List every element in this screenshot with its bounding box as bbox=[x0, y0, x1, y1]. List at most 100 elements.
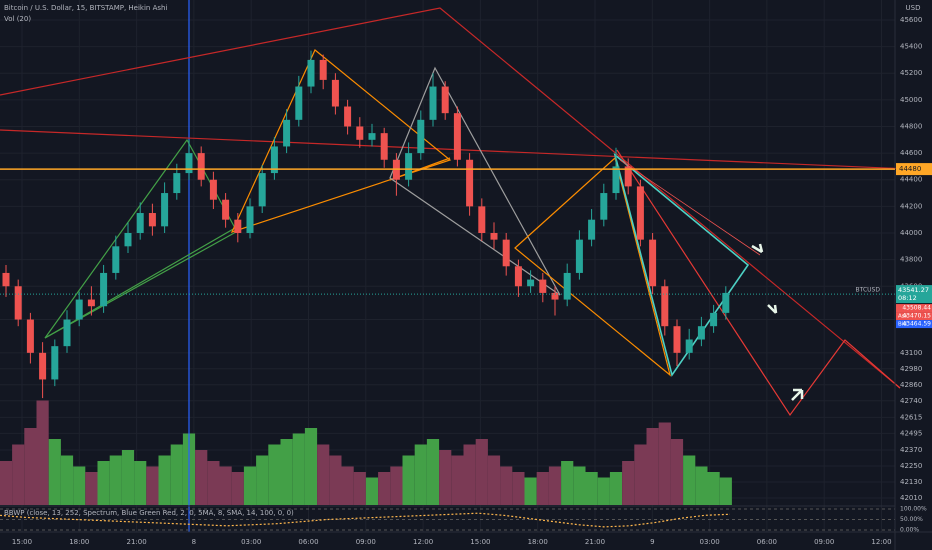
y-tick-label: 44000 bbox=[900, 229, 922, 237]
volume-bar bbox=[256, 455, 269, 505]
candle-body bbox=[697, 326, 705, 340]
candle-body bbox=[551, 292, 559, 300]
triangle bbox=[389, 66, 561, 296]
candle-body bbox=[2, 272, 10, 287]
y-tick-label: 42860 bbox=[900, 381, 922, 389]
y-tick-label: 44600 bbox=[900, 149, 922, 157]
volume-label: Vol (20) bbox=[4, 15, 31, 23]
volume-bar bbox=[24, 428, 37, 505]
y-tick-label: 44800 bbox=[900, 122, 922, 130]
alert-label-box bbox=[896, 163, 932, 176]
candle-body bbox=[624, 166, 632, 187]
price-label: 43470.15 bbox=[902, 313, 931, 320]
last-price-symbol: BTCUSD bbox=[856, 287, 881, 294]
x-tick-label: 03:00 bbox=[241, 538, 261, 546]
candle-body bbox=[112, 246, 120, 273]
y-tick-label: 43800 bbox=[900, 256, 922, 264]
candle-body bbox=[14, 286, 22, 320]
x-tick-label: 12:00 bbox=[413, 538, 433, 546]
indicator-tick-label: 50.00% bbox=[900, 516, 923, 523]
y-tick-label: 45400 bbox=[900, 43, 922, 51]
candle-body bbox=[197, 153, 205, 180]
volume-bar bbox=[609, 472, 623, 505]
candle-body bbox=[209, 179, 217, 200]
candle-body bbox=[39, 352, 47, 380]
x-tick-label: 9 bbox=[650, 538, 654, 546]
price-label-box bbox=[896, 304, 932, 313]
candle-body bbox=[161, 193, 169, 227]
volume-bar bbox=[634, 444, 647, 505]
volume-bar bbox=[402, 455, 415, 505]
candle-body bbox=[222, 199, 230, 220]
y-tick-label: 42495 bbox=[900, 429, 922, 437]
candle-body bbox=[344, 106, 352, 127]
candle-body bbox=[270, 146, 278, 174]
volume-bar bbox=[12, 444, 25, 505]
trend-line bbox=[0, 7, 901, 389]
candle-body bbox=[234, 219, 242, 233]
candle-body bbox=[710, 312, 718, 327]
volume-bar bbox=[292, 433, 305, 505]
volume-bar bbox=[390, 466, 403, 505]
volume-bar bbox=[719, 477, 732, 505]
volume-bar bbox=[60, 455, 74, 505]
x-tick-label: 06:00 bbox=[757, 538, 777, 546]
volume-pane bbox=[0, 400, 732, 505]
y-tick-label: 42740 bbox=[900, 397, 922, 405]
volume-bar bbox=[195, 450, 208, 505]
volume-bar bbox=[487, 455, 501, 505]
volume-bar bbox=[707, 472, 720, 505]
candle-body bbox=[563, 272, 571, 300]
volume-bar bbox=[317, 444, 330, 505]
indicator-pane: 100.00% 50.00% 0.00% bbox=[0, 505, 932, 534]
candle-body bbox=[441, 86, 449, 114]
x-tick-label: 15:00 bbox=[12, 538, 32, 546]
alert-label: 44480 bbox=[899, 165, 921, 173]
candle-body bbox=[636, 186, 644, 240]
candle-body bbox=[100, 272, 108, 307]
candle-body bbox=[26, 319, 34, 353]
candle-body bbox=[453, 113, 461, 160]
candle-body bbox=[319, 59, 327, 80]
y-tick-label: 45600 bbox=[900, 16, 922, 24]
price-label-tag: Ask bbox=[898, 314, 909, 320]
candle-body bbox=[502, 239, 510, 267]
x-tick-label: 09:00 bbox=[814, 538, 834, 546]
volume-bar bbox=[426, 439, 440, 505]
price-label: 43508.44 bbox=[902, 305, 931, 312]
indicator-line bbox=[0, 512, 731, 528]
candle-body bbox=[588, 219, 596, 240]
candle-body bbox=[575, 239, 583, 273]
candle-body bbox=[63, 319, 71, 347]
volume-bar bbox=[97, 461, 110, 505]
volume-bar bbox=[658, 422, 671, 505]
candle-body bbox=[87, 299, 95, 307]
volume-bar bbox=[0, 461, 13, 505]
x-tick-label: 06:00 bbox=[298, 538, 318, 546]
candle-body bbox=[148, 213, 156, 227]
volume-bar bbox=[48, 439, 61, 505]
candle-body bbox=[514, 266, 522, 287]
y-tick-label: 42010 bbox=[900, 494, 922, 502]
candle-body bbox=[685, 339, 693, 353]
x-tick-label: 09:00 bbox=[356, 538, 376, 546]
chart-title: Bitcoin / U.S. Dollar, 15, BITSTAMP, Hei… bbox=[4, 4, 167, 12]
candle-body bbox=[673, 326, 681, 353]
candle-body bbox=[246, 206, 254, 233]
candle-body bbox=[722, 292, 730, 313]
volume-bar bbox=[597, 477, 610, 505]
y-tick-label: 42615 bbox=[900, 413, 922, 421]
x-tick-label: 21:00 bbox=[127, 538, 147, 546]
trend-line bbox=[619, 159, 761, 256]
y-tick-label: 45200 bbox=[900, 69, 922, 77]
candle-body bbox=[600, 193, 608, 220]
volume-bar bbox=[36, 400, 49, 505]
x-tick-label: 8 bbox=[192, 538, 196, 546]
volume-bar bbox=[353, 472, 366, 505]
volume-bar bbox=[121, 450, 135, 505]
candle-body bbox=[368, 133, 376, 140]
y-tick-label: 42250 bbox=[900, 462, 922, 470]
indicator-tick-label: 100.00% bbox=[900, 506, 927, 513]
volume-bar bbox=[548, 466, 562, 505]
volume-bar bbox=[670, 439, 684, 505]
